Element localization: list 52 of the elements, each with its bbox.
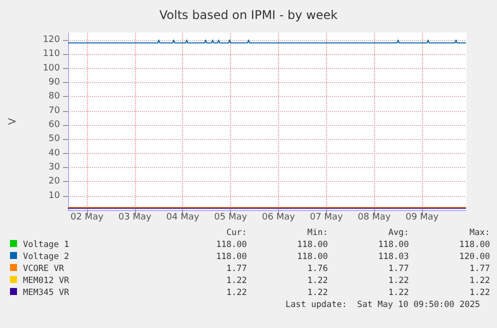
y-tick-label: 70 <box>48 106 60 116</box>
text: 118.00 <box>215 239 247 251</box>
text: 1.76 <box>306 263 328 275</box>
text: 118.03 <box>377 251 409 263</box>
text: 118.00 <box>215 251 247 263</box>
text: 118.00 <box>377 239 409 251</box>
legend-label: VCORE VR <box>22 263 65 275</box>
legend-label: Voltage 2 <box>22 251 70 263</box>
text: 1.22 <box>387 287 409 299</box>
legend-label: MEM012 VR <box>22 275 70 287</box>
legend-label: Voltage 1 <box>22 239 70 251</box>
text: 1.22 <box>468 275 490 287</box>
text: 1.77 <box>225 263 247 275</box>
text: 118.00 <box>296 251 328 263</box>
text: 1.77 <box>387 263 409 275</box>
text: 1.22 <box>468 287 490 299</box>
x-tick-label: 09 May <box>406 212 440 222</box>
text: Avg: <box>387 227 409 239</box>
text: 1.22 <box>225 275 247 287</box>
y-axis-title: V <box>8 118 18 125</box>
x-tick-label: 05 May <box>214 212 248 222</box>
x-tick-label: 04 May <box>166 212 200 222</box>
x-tick-label: 07 May <box>310 212 344 222</box>
text: Max: <box>468 227 490 239</box>
text: Min: <box>306 227 328 239</box>
y-tick-label: 20 <box>48 176 60 187</box>
y-tick-label: 110 <box>42 49 60 60</box>
x-tick-label: 06 May <box>262 212 296 222</box>
legend-label: MEM345 VR <box>22 287 70 299</box>
x-tick-label: 02 May <box>70 212 104 222</box>
y-tick-label: 120 <box>42 35 60 46</box>
text: 1.22 <box>225 287 247 299</box>
y-tick-label: 50 <box>48 134 60 144</box>
text: 1.22 <box>306 287 328 299</box>
chart-title: Volts based on IPMI - by week <box>159 8 338 22</box>
text: 1.22 <box>387 275 409 287</box>
text: Last update: Sat May 10 09:50:00 2025 <box>286 300 480 310</box>
text: 120.00 <box>458 251 490 263</box>
x-tick-label: 08 May <box>358 212 392 222</box>
y-tick-label: 30 <box>48 162 60 173</box>
y-tick-label: 40 <box>48 148 60 158</box>
y-tick-label: 90 <box>48 78 60 88</box>
text: 118.00 <box>296 239 328 251</box>
text: Cur: <box>225 227 247 239</box>
y-tick-label: 100 <box>42 63 60 74</box>
y-tick-label: 60 <box>48 120 60 130</box>
text: 118.00 <box>458 239 490 251</box>
y-tick-label: 80 <box>48 92 60 102</box>
y-tick-label: 10 <box>48 190 60 201</box>
text: 1.22 <box>306 275 328 287</box>
text: 1.77 <box>468 263 490 275</box>
x-tick-label: 03 May <box>118 212 152 222</box>
